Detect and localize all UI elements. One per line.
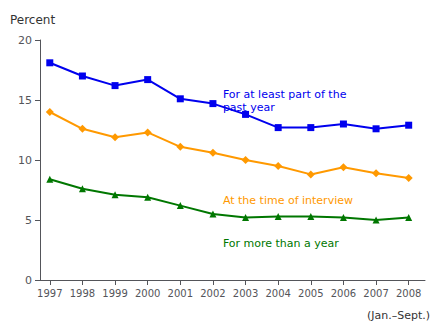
svg-text:0: 0 bbox=[25, 274, 32, 287]
svg-text:2006: 2006 bbox=[331, 288, 356, 299]
svg-text:1999: 1999 bbox=[102, 288, 127, 299]
svg-text:1997: 1997 bbox=[37, 288, 62, 299]
svg-text:For at least part of the: For at least part of the bbox=[223, 88, 347, 101]
svg-text:Percent: Percent bbox=[10, 13, 55, 27]
svg-text:2005: 2005 bbox=[298, 288, 323, 299]
svg-text:10: 10 bbox=[18, 154, 32, 167]
svg-text:2007: 2007 bbox=[363, 288, 388, 299]
svg-text:5: 5 bbox=[25, 214, 32, 227]
svg-text:2004: 2004 bbox=[265, 288, 290, 299]
svg-text:For more than a year: For more than a year bbox=[223, 237, 339, 250]
svg-text:2001: 2001 bbox=[168, 288, 193, 299]
svg-text:2000: 2000 bbox=[135, 288, 160, 299]
svg-text:2008: 2008 bbox=[396, 288, 421, 299]
svg-text:(Jan.–Sept.): (Jan.–Sept.) bbox=[367, 309, 430, 322]
svg-text:past year: past year bbox=[222, 101, 275, 114]
svg-text:15: 15 bbox=[18, 94, 32, 107]
svg-text:20: 20 bbox=[18, 34, 32, 47]
svg-text:1998: 1998 bbox=[70, 288, 95, 299]
svg-text:2002: 2002 bbox=[200, 288, 225, 299]
svg-text:2003: 2003 bbox=[233, 288, 258, 299]
svg-text:At the time of interview: At the time of interview bbox=[223, 194, 353, 207]
